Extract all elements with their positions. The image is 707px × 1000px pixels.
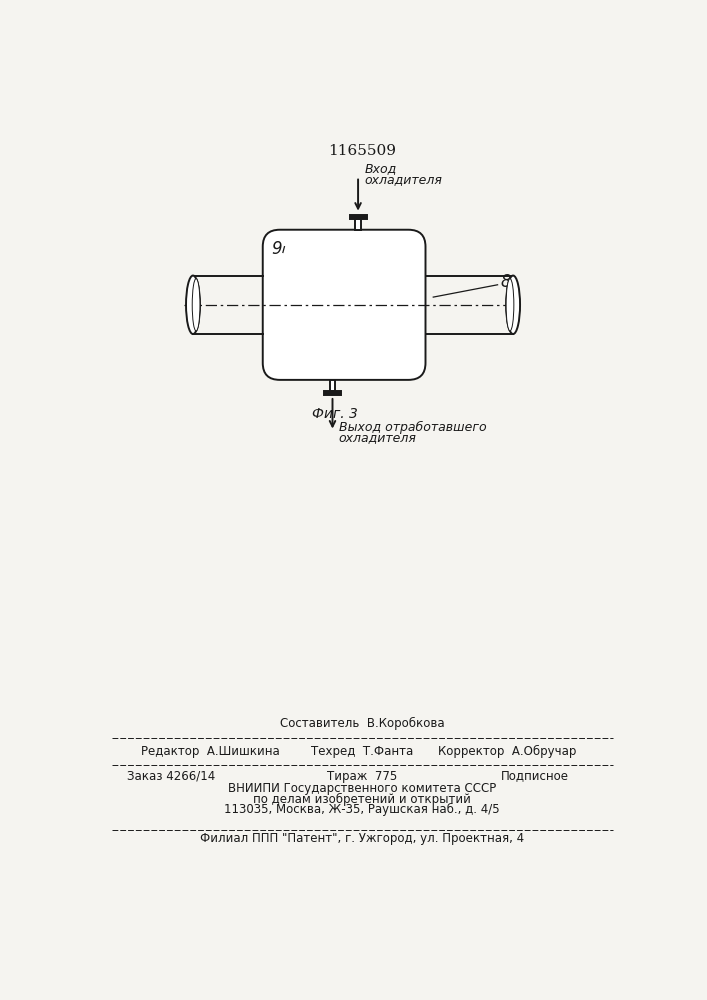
Text: Корректор  А.Обручар: Корректор А.Обручар xyxy=(438,745,577,758)
Bar xyxy=(349,215,367,219)
Text: Редактор  А.Шишкина: Редактор А.Шишкина xyxy=(141,745,280,758)
Ellipse shape xyxy=(506,276,520,334)
Text: 8: 8 xyxy=(500,273,510,291)
Ellipse shape xyxy=(186,276,200,334)
Text: Филиал ППП "Патент", г. Ужгород, ул. Проектная, 4: Филиал ППП "Патент", г. Ужгород, ул. Про… xyxy=(200,832,524,845)
Text: Составитель  В.Коробкова: Составитель В.Коробкова xyxy=(280,717,444,730)
Ellipse shape xyxy=(192,279,200,331)
Ellipse shape xyxy=(506,279,514,331)
Text: ВНИИПИ Государственного комитета СССР: ВНИИПИ Государственного комитета СССР xyxy=(228,782,496,795)
Text: Техред  Т.Фанта: Техред Т.Фанта xyxy=(311,745,413,758)
FancyBboxPatch shape xyxy=(263,230,426,380)
Text: по делам изобретений и открытий: по делам изобретений и открытий xyxy=(253,793,471,806)
Text: Фиг. 3: Фиг. 3 xyxy=(312,407,358,421)
Text: Подписное: Подписное xyxy=(501,770,569,783)
Text: Выход отработавшего: Выход отработавшего xyxy=(339,421,486,434)
Text: охладителя: охладителя xyxy=(339,431,416,444)
Bar xyxy=(356,219,361,230)
Text: Тираж  775: Тираж 775 xyxy=(327,770,397,783)
Text: охладителя: охладителя xyxy=(364,173,442,186)
Text: 1165509: 1165509 xyxy=(328,144,396,158)
Text: 9: 9 xyxy=(271,240,282,258)
Bar xyxy=(324,391,341,395)
Bar xyxy=(329,380,335,391)
Text: Заказ 4266/14: Заказ 4266/14 xyxy=(127,770,216,783)
Text: 113035, Москва, Ж-35, Раушская наб., д. 4/5: 113035, Москва, Ж-35, Раушская наб., д. … xyxy=(224,803,500,816)
Text: Вход: Вход xyxy=(364,162,397,175)
